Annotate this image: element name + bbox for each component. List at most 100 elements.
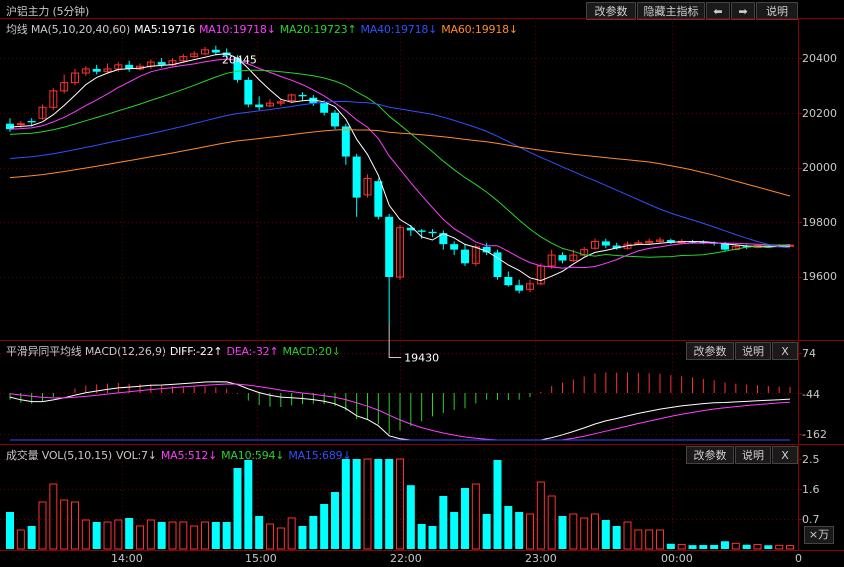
help-button[interactable]: 说明	[756, 2, 798, 20]
volume-bar	[471, 483, 480, 550]
macd-y-tick: -44	[802, 388, 820, 401]
volume-bar	[38, 501, 47, 550]
volume-bar	[114, 519, 123, 550]
candle-body	[211, 49, 220, 53]
candle-body	[363, 177, 372, 196]
candle-body	[406, 227, 415, 231]
candle-body	[125, 64, 134, 69]
candle-body	[601, 241, 610, 246]
volume-bar	[461, 488, 469, 549]
macd-help-button[interactable]: 说明	[735, 342, 771, 360]
volume-bar	[677, 543, 686, 550]
candle-body	[504, 277, 513, 286]
y-tick: 19600	[802, 270, 837, 283]
volume-bar	[731, 542, 740, 550]
macd-indicator-item: MACD:20↓	[282, 345, 341, 358]
main-indicator-line: 均线 MA(5,10,20,40,60) MA5:19716 MA10:19718↓…	[6, 21, 522, 37]
macd-params-button[interactable]: 改参数	[686, 342, 734, 360]
macd-y-tick: -162	[802, 428, 827, 441]
candle-body	[428, 231, 437, 234]
candle-body	[656, 239, 664, 242]
volume-bar	[49, 483, 58, 550]
volume-bar	[211, 522, 220, 549]
candle-body	[591, 240, 599, 249]
volume-bar	[60, 499, 69, 550]
volume-bar	[634, 529, 643, 550]
volume-indicator-item: 成交量 VOL(5,10,15)	[6, 449, 112, 462]
candle-body	[417, 230, 426, 232]
volume-y-tick: 0.7	[802, 513, 820, 526]
candle-body	[60, 82, 69, 92]
x-tick: 22:00	[390, 552, 422, 565]
volume-bar	[6, 512, 14, 549]
macd-indicator-item: DIFF:-22↑	[169, 345, 223, 358]
volume-bar	[190, 525, 199, 550]
candle-body	[276, 101, 285, 104]
volume-bar	[450, 512, 459, 549]
candle-body	[6, 123, 14, 130]
ma40-line	[9, 100, 791, 249]
volume-bar	[168, 521, 177, 550]
dea-line	[9, 383, 791, 441]
candle-body	[547, 254, 556, 267]
volume-close-button[interactable]: X	[772, 446, 798, 464]
volume-bar	[406, 485, 415, 549]
volume-params-button[interactable]: 改参数	[686, 446, 734, 464]
volume-bar	[775, 544, 784, 550]
hide-main-indicator-button[interactable]: 隐藏主指标	[637, 2, 705, 20]
volume-bar	[255, 516, 264, 549]
volume-bar	[536, 481, 545, 550]
main-indicator-item: MA10:19718↓	[199, 23, 276, 36]
candle-body	[450, 244, 459, 250]
volume-pane: 成交量 VOL(5,10,15) VOL:7↓ MA5:512↓ MA10:594↓ M…	[0, 444, 844, 550]
volume-bar	[244, 460, 253, 549]
volume-bar	[27, 526, 36, 549]
volume-bar	[287, 517, 296, 550]
candle-body	[201, 49, 209, 55]
candle-body	[721, 243, 729, 250]
volume-bar	[526, 513, 534, 550]
ma5-line	[9, 53, 791, 282]
y-tick: 20200	[802, 107, 837, 120]
diff-line	[9, 381, 791, 441]
x-tick: 23:00	[525, 552, 557, 565]
main-chart-pane: 沪铝主力 (5分钟) 均线 MA(5,10,20,40,60) MA5:19716…	[6, 2, 837, 283]
volume-bar	[515, 512, 524, 549]
candle-body	[103, 68, 112, 73]
volume-bar	[688, 545, 697, 549]
main-indicator-item: MA5:19716	[134, 23, 195, 36]
volume-bar	[298, 526, 307, 549]
candle-body	[320, 103, 329, 113]
volume-bar	[179, 521, 188, 550]
candle-body	[331, 112, 339, 127]
volume-bar	[504, 506, 513, 549]
volume-bar	[266, 523, 274, 550]
candle-body	[558, 255, 567, 261]
x-tick: 15:00	[245, 552, 277, 565]
candle-body	[298, 94, 307, 97]
volume-bar	[309, 516, 318, 549]
macd-indicator-item: 平滑异同平均线 MACD(12,26,9)	[6, 345, 166, 358]
change-params-button[interactable]: 改参数	[586, 2, 636, 20]
volume-bar	[222, 522, 231, 549]
main-indicator-item: MA40:19718↓	[360, 23, 438, 36]
scroll-left-button[interactable]: ⬅	[706, 2, 730, 20]
scroll-right-button[interactable]: ➡	[731, 2, 755, 20]
volume-indicator-line: 成交量 VOL(5,10,15) VOL:7↓ MA5:512↓ MA10:594↓ M…	[6, 447, 355, 463]
macd-indicator-item: DEA:-32↑	[226, 345, 279, 358]
candle-body	[92, 68, 101, 72]
volume-bar	[157, 522, 166, 549]
candle-body	[233, 58, 242, 80]
x-tick: 00:00	[661, 552, 693, 565]
candle-body	[699, 241, 708, 243]
candle-body	[341, 126, 350, 157]
volume-bar	[721, 541, 729, 549]
ma20-line	[9, 69, 791, 258]
candle-body	[309, 97, 318, 104]
volume-indicator-item: MA15:689↓	[288, 449, 352, 462]
volume-bar	[493, 460, 502, 549]
high-price-label: 20445	[222, 54, 257, 67]
main-indicator-item: 均线 MA(5,10,20,40,60)	[6, 23, 131, 36]
macd-close-button[interactable]: X	[772, 342, 798, 360]
macd-y-tick: 74	[802, 347, 816, 360]
